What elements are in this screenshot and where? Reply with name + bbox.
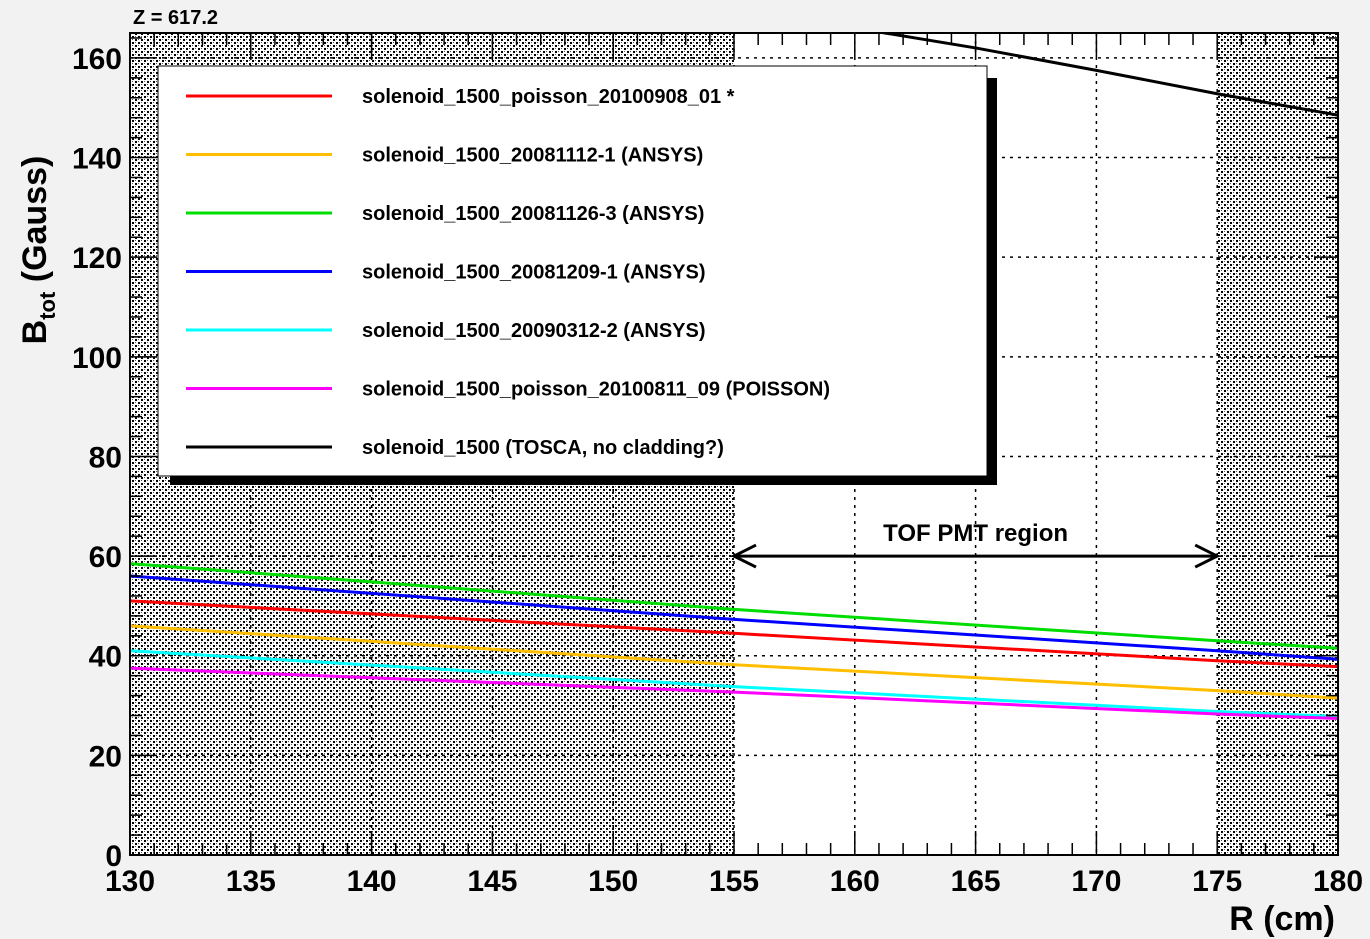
series-line-1 [130,624,1338,700]
y-tick-label-80: 80 [89,441,122,474]
y-tick-label-120: 120 [72,242,122,275]
y-tick-label-160: 160 [72,43,122,76]
y-axis-title-main: B [16,320,54,345]
shaded-range-1 [1217,33,1338,855]
x-tick-label-175: 175 [1192,865,1242,898]
annotation-label: TOF PMT region [883,520,1068,547]
y-axis-title-sub: tot [35,291,60,320]
y-tick-label-20: 20 [89,740,122,773]
annotation-arrow-left-head [730,543,757,569]
x-tick-label-180: 180 [1313,865,1363,898]
series-lines [130,33,1338,720]
legend-label-6: solenoid_1500 (TOSCA, no cladding?) [362,437,724,459]
y-tick-label-60: 60 [89,541,122,574]
legend-label-3: solenoid_1500_20081209-1 (ANSYS) [362,262,706,284]
y-tick-label-140: 140 [72,143,122,176]
y-tick-label-100: 100 [72,342,122,375]
y-axis-title: Btot (Gauss) [16,156,60,345]
series-line-4 [130,649,1338,719]
legend-label-5: solenoid_1500_poisson_20100811_09 (POISS… [362,379,830,401]
y-tick-label-40: 40 [89,641,122,674]
y-tick-label-0: 0 [105,840,122,873]
x-tick-label-150: 150 [588,865,638,898]
x-tick-label-140: 140 [347,865,397,898]
x-axis-title: R (cm) [1229,900,1335,938]
series-line-0 [130,599,1338,669]
series-line-2 [130,562,1338,650]
legend: solenoid_1500_poisson_20100908_01 * solen… [157,65,997,485]
x-tick-label-145: 145 [467,865,517,898]
legend-label-4: solenoid_1500_20090312-2 (ANSYS) [362,320,706,342]
series-line-3 [130,574,1338,661]
x-tick-label-165: 165 [951,865,1001,898]
x-tick-label-170: 170 [1071,865,1121,898]
x-tick-label-130: 130 [105,865,155,898]
y-tick-labels: 0 20 40 60 80 100 120 140 160 [72,43,122,873]
x-tick-label-155: 155 [709,865,759,898]
series-line-5 [130,666,1338,720]
tof-pmt-annotation: TOF PMT region [730,520,1221,569]
legend-label-2: solenoid_1500_20081126-3 (ANSYS) [362,203,704,225]
x-tick-labels: 130 135 140 145 150 155 160 165 170 175 180 [105,865,1363,898]
legend-label-1: solenoid_1500_20081112-1 (ANSYS) [362,145,703,167]
x-tick-label-160: 160 [830,865,880,898]
chart-title: Z = 617.2 [133,7,218,29]
x-tick-label-135: 135 [226,865,276,898]
legend-label-0: solenoid_1500_poisson_20100908_01 * [362,86,735,108]
y-axis-title-unit: (Gauss) [16,156,54,292]
axis-ticks [129,33,1339,856]
annotation-arrow-right-head [1194,543,1221,569]
